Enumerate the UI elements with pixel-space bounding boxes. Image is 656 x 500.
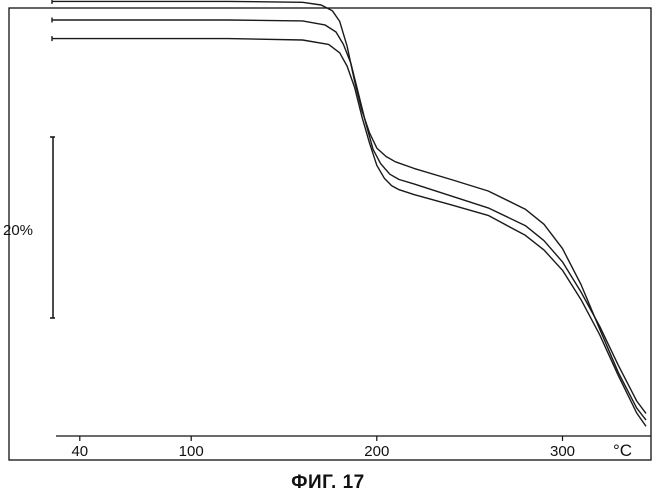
scale-bar-label: 20% (3, 222, 33, 239)
tga-curve-3 (52, 39, 646, 427)
x-tick-label-200: 200 (364, 443, 389, 460)
x-tick-label-100: 100 (179, 443, 204, 460)
plot-frame (9, 8, 651, 460)
tga-curve-1 (52, 1, 646, 420)
tga-chart: 20% °C 40 100 200 300 (0, 0, 656, 470)
x-tick-label-40: 40 (71, 443, 88, 460)
x-unit-label: °C (613, 441, 632, 460)
x-tick-label-300: 300 (550, 443, 575, 460)
tga-curve-2 (52, 20, 646, 413)
figure-caption: ФИГ. 17 (0, 472, 656, 494)
